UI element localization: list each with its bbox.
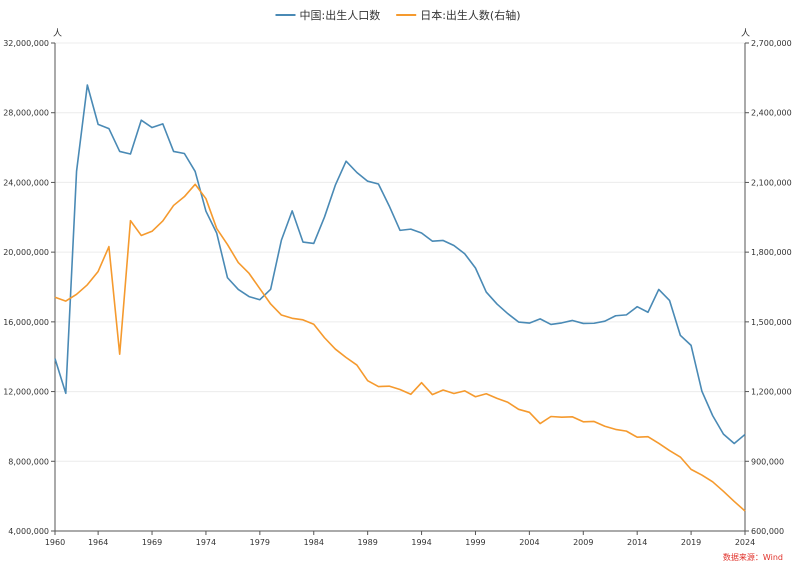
grid-lines <box>55 42 745 532</box>
left-axis-tick-label: 32,000,000 <box>3 39 49 48</box>
left-axis-tick-label: 12,000,000 <box>3 388 49 397</box>
right-axis-tick-label: 2,400,000 <box>751 109 792 118</box>
legend-label: 日本:出生人数(右轴) <box>420 8 520 22</box>
x-axis-tick-label: 2014 <box>627 538 647 547</box>
x-axis-tick-label: 1989 <box>357 538 377 547</box>
right-axis-tick-label: 2,100,000 <box>751 178 792 187</box>
right-axis-tick-label: 1,200,000 <box>751 388 792 397</box>
right-axis-unit: 人 <box>741 28 750 39</box>
right-axis-tick-label: 600,000 <box>751 527 784 536</box>
x-axis-tick-label: 2019 <box>681 538 701 547</box>
left-axis-tick-label: 16,000,000 <box>3 318 49 327</box>
x-axis-tick-label: 1969 <box>142 538 162 547</box>
left-axis-tick-label: 8,000,000 <box>8 457 49 466</box>
x-axis-tick-label: 1974 <box>196 538 216 547</box>
x-axis-tick-label: 1979 <box>250 538 270 547</box>
series-lines <box>54 84 746 512</box>
x-axis-tick-label: 1960 <box>45 538 65 547</box>
x-axis-tick-label: 2009 <box>573 538 593 547</box>
x-axis-tick-label: 1984 <box>304 538 324 547</box>
left-axis-unit: 人 <box>53 28 62 39</box>
left-axis-tick-label: 28,000,000 <box>3 109 49 118</box>
left-axis-tick-label: 24,000,000 <box>3 178 49 187</box>
series-line-2 <box>54 183 746 512</box>
series-line-1 <box>54 84 746 445</box>
x-axis-tick-label: 1994 <box>411 538 431 547</box>
left-axis-tick-label: 4,000,000 <box>8 527 49 536</box>
right-axis-tick-label: 1,500,000 <box>751 318 792 327</box>
legend: 中国:出生人口数 日本:出生人数(右轴) <box>275 8 520 22</box>
source-note: 数据来源：Wind <box>723 552 783 562</box>
x-axis-tick-label: 1999 <box>465 538 485 547</box>
right-axis-tick-label: 900,000 <box>751 457 784 466</box>
axes: 4,000,000 8,000,000 12,000,000 16,000,000 20… <box>3 39 792 547</box>
right-axis-tick-label: 2,700,000 <box>751 39 792 48</box>
right-axis-tick-label: 1,800,000 <box>751 248 792 257</box>
left-axis-tick-label: 20,000,000 <box>3 248 49 257</box>
x-axis-tick-label: 2024 <box>735 538 755 547</box>
legend-item-2[interactable]: 日本:出生人数(右轴) <box>396 8 520 22</box>
x-axis-tick-label: 1964 <box>88 538 108 547</box>
legend-label: 中国:出生人口数 <box>300 8 381 22</box>
x-axis-tick-label: 2004 <box>519 538 539 547</box>
legend-item-1[interactable]: 中国:出生人口数 <box>275 8 381 22</box>
